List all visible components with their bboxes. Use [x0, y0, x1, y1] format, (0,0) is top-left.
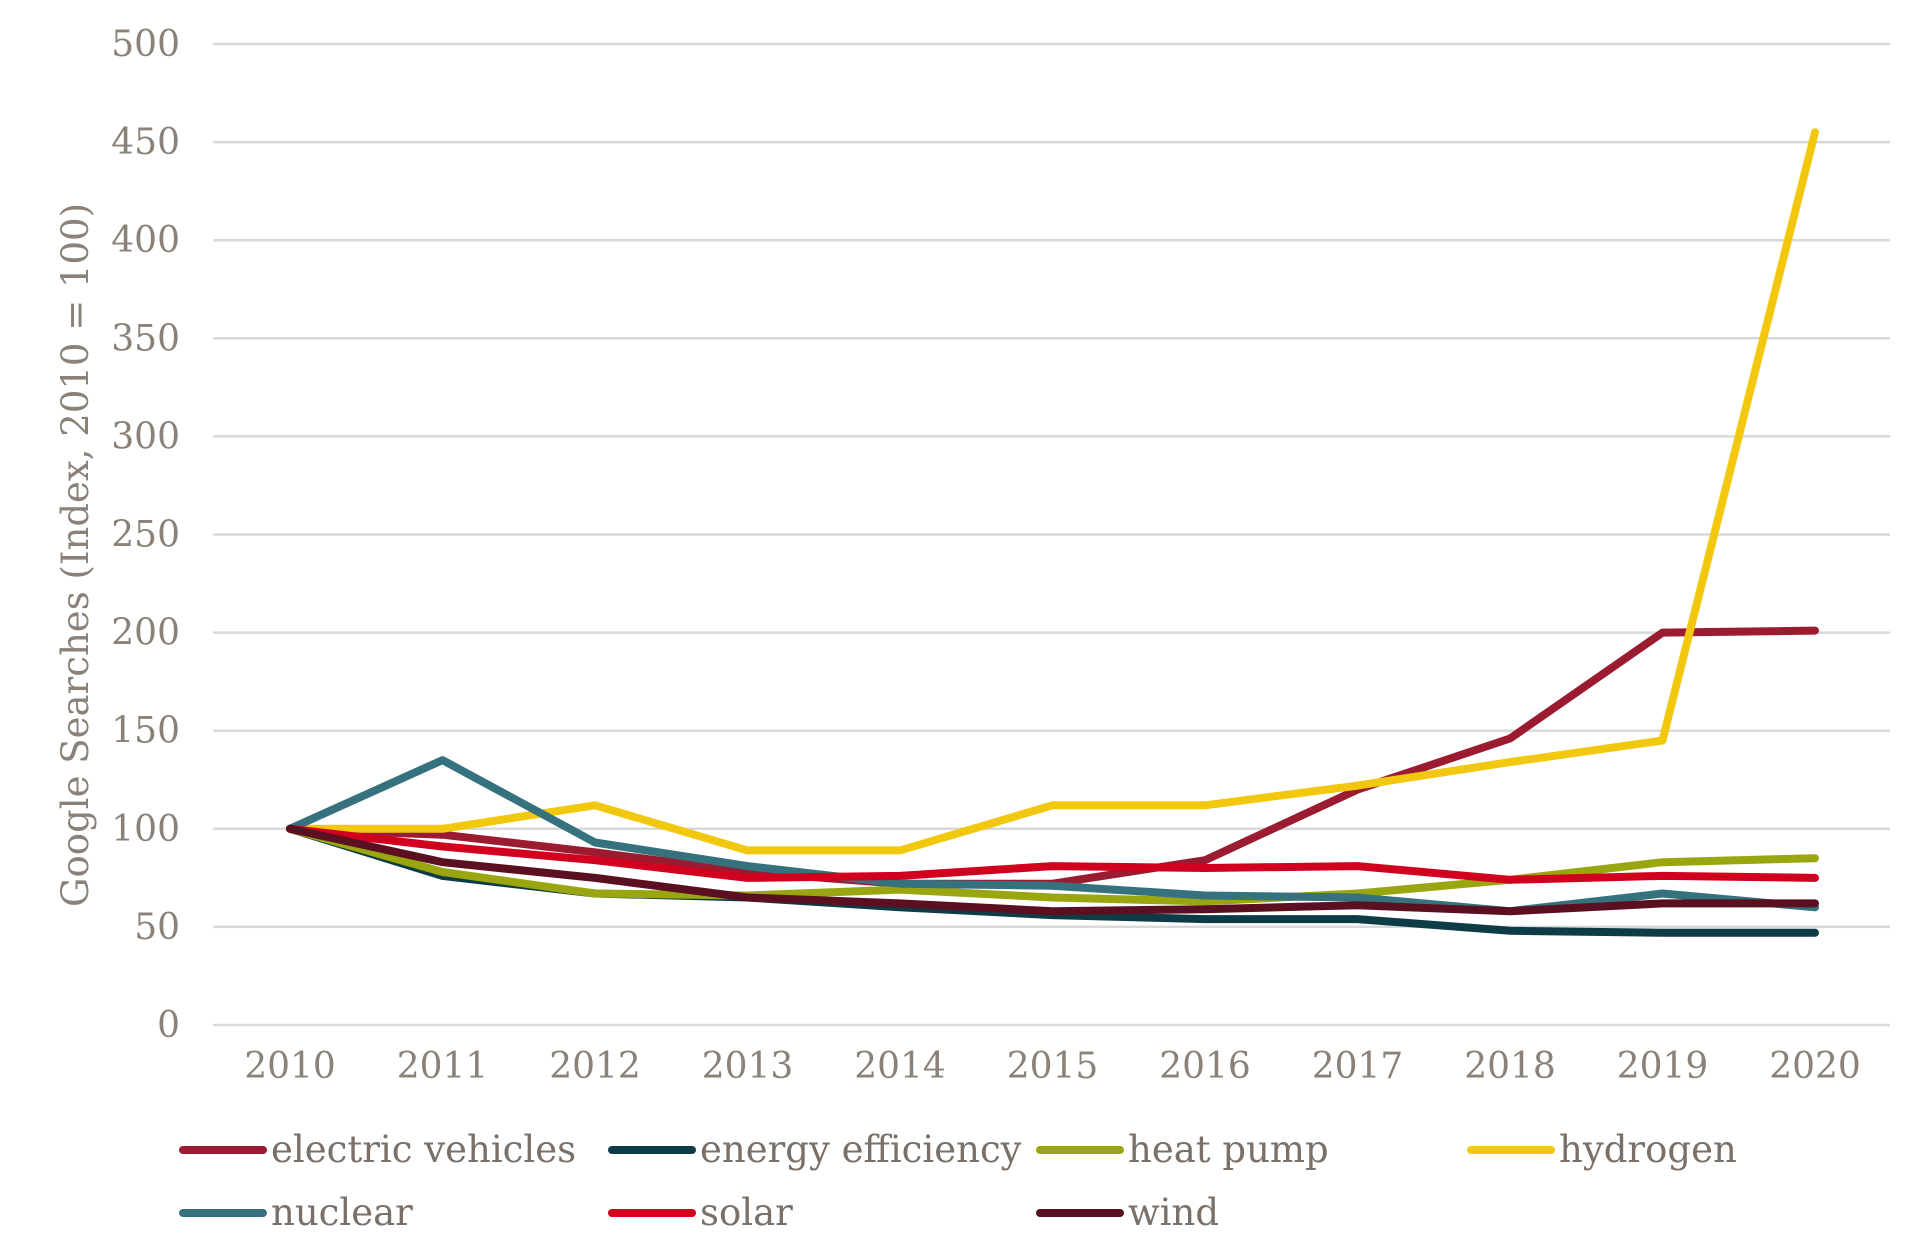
x-tick-label-2012: 2012 [549, 1046, 641, 1087]
y-tick-label-200: 200 [111, 613, 180, 654]
x-tick-label-2015: 2015 [1007, 1046, 1099, 1087]
legend-label-wind: wind [1128, 1191, 1219, 1234]
x-tick-label-2016: 2016 [1159, 1046, 1251, 1087]
legend-item-electric-vehicles: electric vehicles [179, 1128, 576, 1171]
x-tick-label-2011: 2011 [397, 1046, 489, 1087]
y-tick-label-100: 100 [111, 809, 180, 850]
y-tick-label-500: 500 [111, 24, 180, 65]
legend-item-heat-pump: heat pump [1036, 1128, 1329, 1171]
x-tick-label-2018: 2018 [1464, 1046, 1556, 1087]
y-tick-label-300: 300 [111, 416, 180, 457]
series-line-heat-pump [286, 824, 1819, 906]
series-line-wind [286, 824, 1819, 916]
legend-label-hydrogen: hydrogen [1559, 1128, 1737, 1171]
legend-item-energy-efficiency: energy efficiency [608, 1128, 1022, 1171]
legend-label-energy-efficiency: energy efficiency [700, 1128, 1022, 1171]
legend-label-nuclear: nuclear [271, 1191, 413, 1234]
y-tick-label-450: 450 [111, 122, 180, 163]
x-tick-label-2014: 2014 [854, 1046, 946, 1087]
x-tick-label-2019: 2019 [1617, 1046, 1709, 1087]
legend: electric vehicles energy efficiency heat p… [179, 1128, 1737, 1234]
y-tick-label-250: 250 [111, 515, 180, 556]
y-tick-label-400: 400 [111, 220, 180, 261]
legend-item-solar: solar [608, 1191, 793, 1234]
x-tick-label-2020: 2020 [1769, 1046, 1861, 1087]
legend-item-nuclear: nuclear [179, 1191, 413, 1234]
series-line-solar [286, 824, 1819, 884]
y-tick-label-350: 350 [111, 318, 180, 359]
legend-item-hydrogen: hydrogen [1467, 1128, 1737, 1171]
legend-label-heat-pump: heat pump [1128, 1128, 1329, 1171]
y-tick-label-50: 50 [134, 907, 180, 948]
x-axis-ticks: 2010 2011 2012 2013 2014 2015 2016 2017 2018 2019… [244, 1046, 1861, 1087]
series-lines [286, 128, 1819, 937]
legend-label-solar: solar [700, 1191, 793, 1234]
x-tick-label-2017: 2017 [1312, 1046, 1404, 1087]
gridlines [213, 42, 1890, 1027]
legend-label-electric-vehicles: electric vehicles [271, 1128, 576, 1171]
x-tick-label-2010: 2010 [244, 1046, 336, 1087]
y-tick-label-0: 0 [157, 1005, 180, 1046]
y-axis-ticks: 0 50 100 150 200 250 300 350 400 450 500 [111, 24, 180, 1046]
y-axis-title: Google Searches (Index, 2010 = 100) [54, 203, 97, 907]
series-line-electric-vehicles [286, 626, 1819, 888]
x-tick-label-2013: 2013 [702, 1046, 794, 1087]
y-tick-label-150: 150 [111, 711, 180, 752]
legend-item-wind: wind [1036, 1191, 1219, 1234]
